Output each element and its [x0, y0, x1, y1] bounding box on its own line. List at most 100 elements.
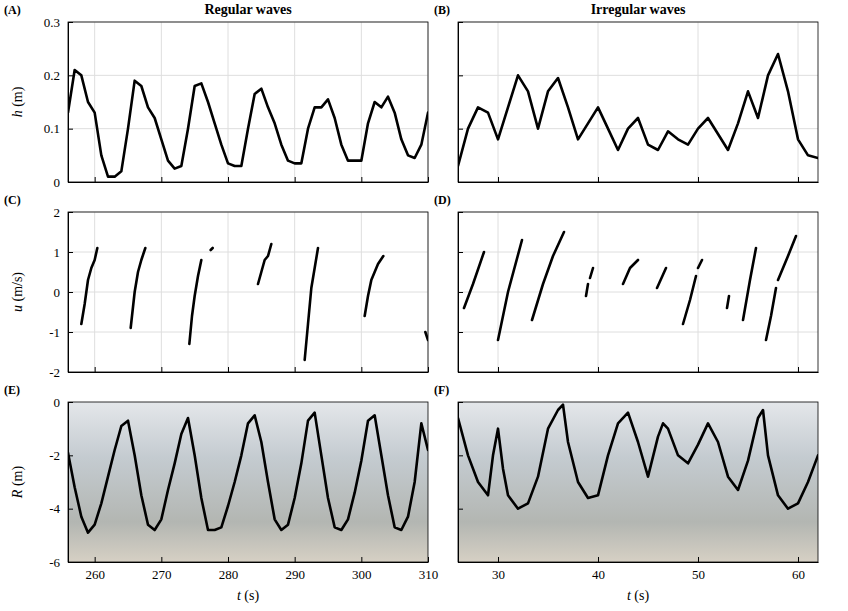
y-tick-mark [68, 455, 73, 456]
y-tick: 0.1 [44, 121, 73, 136]
x-tick-label: 270 [152, 567, 172, 582]
y-tick [458, 509, 463, 510]
x-tick: 310 [419, 557, 439, 582]
y-tick-mark [68, 252, 73, 253]
background [458, 212, 818, 372]
x-tick: 50 [692, 557, 705, 582]
x-tick-mark [161, 367, 162, 372]
y-tick-mark [68, 75, 73, 76]
x-tick-mark [295, 177, 296, 182]
y-tick [458, 129, 463, 130]
y-tick [458, 22, 463, 23]
y-tick [458, 212, 463, 213]
grid-line [498, 22, 499, 182]
background [458, 402, 818, 562]
y-tick-label: 2 [54, 205, 61, 220]
grid-line [458, 292, 818, 293]
x-axis-line [69, 182, 429, 183]
x-tick [95, 177, 96, 182]
y-tick [458, 252, 463, 253]
y-tick-mark [458, 22, 463, 23]
background [68, 212, 428, 372]
y-axis-title: R (m) [10, 466, 26, 500]
x-axis-line [459, 372, 819, 373]
x-axis: 260270280290300310 [69, 557, 439, 582]
x-tick [498, 367, 499, 372]
x-tick-label: 310 [419, 567, 439, 582]
y-tick-label: -2 [49, 448, 60, 463]
x-tick-label: 50 [692, 567, 705, 582]
plot-area [81, 244, 428, 360]
y-tick [458, 182, 463, 183]
grid-line [698, 22, 699, 182]
x-tick [798, 177, 799, 182]
x-axis [459, 177, 819, 183]
grid-line [458, 75, 818, 76]
x-tick-mark [295, 557, 296, 562]
x-tick-mark [428, 177, 429, 182]
x-tick-mark [798, 177, 799, 182]
x-tick-mark [228, 177, 229, 182]
x-tick-mark [361, 177, 362, 182]
x-tick [598, 177, 599, 182]
x-tick-mark [361, 557, 362, 562]
y-tick-mark [458, 75, 463, 76]
y-tick-mark [68, 372, 73, 373]
panel-title: Regular waves [204, 2, 292, 17]
y-tick: 0.3 [44, 15, 73, 30]
x-axis-title: t (s) [237, 588, 260, 604]
x-tick [798, 367, 799, 372]
x-tick-mark [161, 557, 162, 562]
x-tick [95, 367, 96, 372]
data-line [68, 413, 428, 533]
x-tick-mark [228, 367, 229, 372]
x-tick [698, 177, 699, 182]
y-tick-mark [458, 212, 463, 213]
y-tick-mark [68, 332, 73, 333]
y-tick-label: 0.2 [44, 68, 60, 83]
y-tick: 0.2 [44, 68, 73, 83]
y-tick [458, 292, 463, 293]
y-tick [458, 562, 463, 563]
x-tick [161, 177, 162, 182]
x-tick-label: 40 [592, 567, 605, 582]
label-part: h [10, 110, 25, 117]
x-tick-mark [95, 367, 96, 372]
y-tick: 0 [54, 395, 74, 410]
y-tick-mark [458, 562, 463, 563]
x-axis-line [69, 372, 429, 373]
y-tick-mark [68, 292, 73, 293]
y-tick: -4 [49, 501, 73, 516]
x-axis-line [459, 182, 819, 183]
y-tick-label: 0 [54, 285, 61, 300]
y-tick-mark [458, 509, 463, 510]
y-tick: 1 [54, 245, 74, 260]
x-tick-mark [698, 557, 699, 562]
x-tick [161, 367, 162, 372]
y-axis: -2-1012 [49, 205, 73, 380]
y-axis-line [458, 23, 459, 183]
y-tick-mark [458, 455, 463, 456]
label-part: (s) [241, 588, 260, 604]
x-tick-mark [798, 367, 799, 372]
y-tick-label: 0.1 [44, 121, 60, 136]
y-tick-mark [458, 129, 463, 130]
x-tick-label: 300 [352, 567, 372, 582]
grid-line [68, 332, 428, 333]
frame [458, 212, 818, 372]
plot-area [458, 54, 818, 166]
y-axis-line [68, 403, 69, 563]
x-tick-mark [498, 557, 499, 562]
y-axis-title: u (m/s) [10, 272, 26, 312]
x-tick [228, 177, 229, 182]
x-tick-mark [428, 557, 429, 562]
x-tick: 270 [152, 557, 172, 582]
x-tick-mark [698, 367, 699, 372]
plot-area [68, 70, 428, 177]
y-tick [458, 75, 463, 76]
x-axis: 30405060 [459, 557, 819, 582]
y-tick-label: 0 [54, 175, 61, 190]
y-axis-line [458, 403, 459, 563]
y-tick [458, 332, 463, 333]
x-tick: 40 [592, 557, 605, 582]
